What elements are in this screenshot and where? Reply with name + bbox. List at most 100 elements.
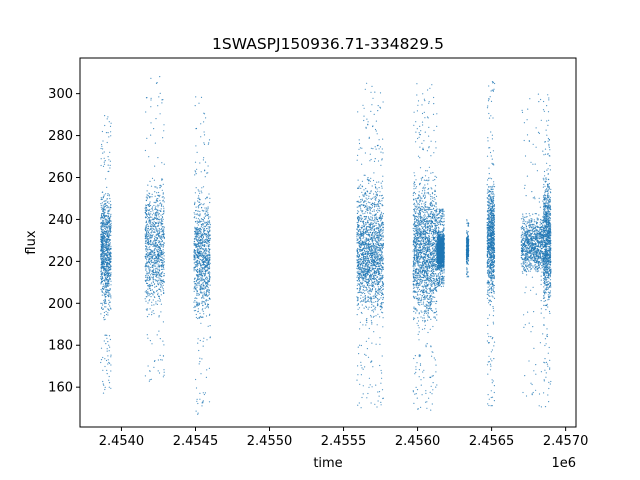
data-point [371,283,373,285]
data-point [198,257,200,259]
data-point [199,286,201,288]
data-point [103,267,106,269]
data-point [103,292,105,294]
data-point [106,273,108,275]
data-point [378,209,380,212]
data-point [208,271,210,273]
data-point [196,151,198,153]
data-point [356,242,358,244]
data-point [107,263,109,265]
data-point [163,369,165,371]
data-point [160,204,163,206]
data-point [148,212,150,214]
data-point [102,369,104,371]
data-point [151,304,153,306]
data-point [358,278,360,280]
data-point [369,192,371,194]
data-point [381,197,383,200]
data-point [103,163,106,165]
data-point [208,232,210,234]
data-point [193,244,195,246]
data-point [146,198,148,200]
data-point [377,201,380,203]
data-point [162,213,164,215]
data-point [104,227,106,229]
data-point [154,270,157,272]
data-point [374,259,376,261]
data-point [151,221,153,224]
data-point [101,246,103,248]
data-point [197,206,199,208]
data-point [153,216,156,218]
data-point [145,209,147,211]
data-point [373,277,375,279]
data-point [378,240,380,242]
data-point [205,238,207,240]
data-point [197,256,199,258]
data-point [110,275,112,277]
data-point [150,284,152,286]
data-point [162,355,164,357]
data-point [145,269,147,271]
data-point [198,280,200,282]
data-point [107,291,109,293]
data-point [357,235,360,237]
data-point [157,211,159,213]
data-point [155,213,157,215]
data-point [103,205,105,207]
data-point [106,337,108,339]
data-point [360,264,362,266]
data-point [364,206,366,208]
data-point [196,266,198,268]
data-point [382,312,384,314]
data-point [154,165,156,167]
data-point [373,253,375,255]
data-point [369,274,371,277]
data-point [103,340,105,342]
data-point [361,147,363,149]
data-point [374,279,376,281]
data-point [362,254,365,256]
data-point [374,309,376,311]
data-point [374,247,376,250]
data-point [205,234,207,236]
data-point [380,268,382,270]
data-point [357,264,360,266]
data-point [207,284,209,286]
data-point [162,266,164,268]
data-point [376,253,378,255]
data-point [359,250,361,252]
data-point [198,244,200,246]
data-point [108,267,110,269]
data-point [108,283,110,285]
data-point [365,279,367,281]
data-point [208,234,210,236]
data-point [198,228,200,230]
data-point [156,228,158,230]
data-point [153,218,155,220]
data-point [156,334,158,336]
data-point [144,207,146,209]
data-point [106,186,108,188]
data-point [100,243,102,245]
data-point [207,299,209,301]
data-point [204,198,207,200]
data-point [100,225,102,227]
data-point [152,245,154,248]
data-point [381,372,383,374]
data-point [144,242,146,244]
data-point [202,278,204,280]
data-point [193,268,195,270]
data-point [146,254,148,256]
data-point [382,152,384,154]
data-point [364,239,366,241]
data-point [144,228,146,231]
data-point [201,264,203,266]
data-point [145,220,147,222]
data-point [107,229,109,231]
data-point [110,297,112,299]
data-point [109,208,111,210]
data-point [369,252,371,254]
data-point [158,276,160,278]
data-point [358,217,361,219]
